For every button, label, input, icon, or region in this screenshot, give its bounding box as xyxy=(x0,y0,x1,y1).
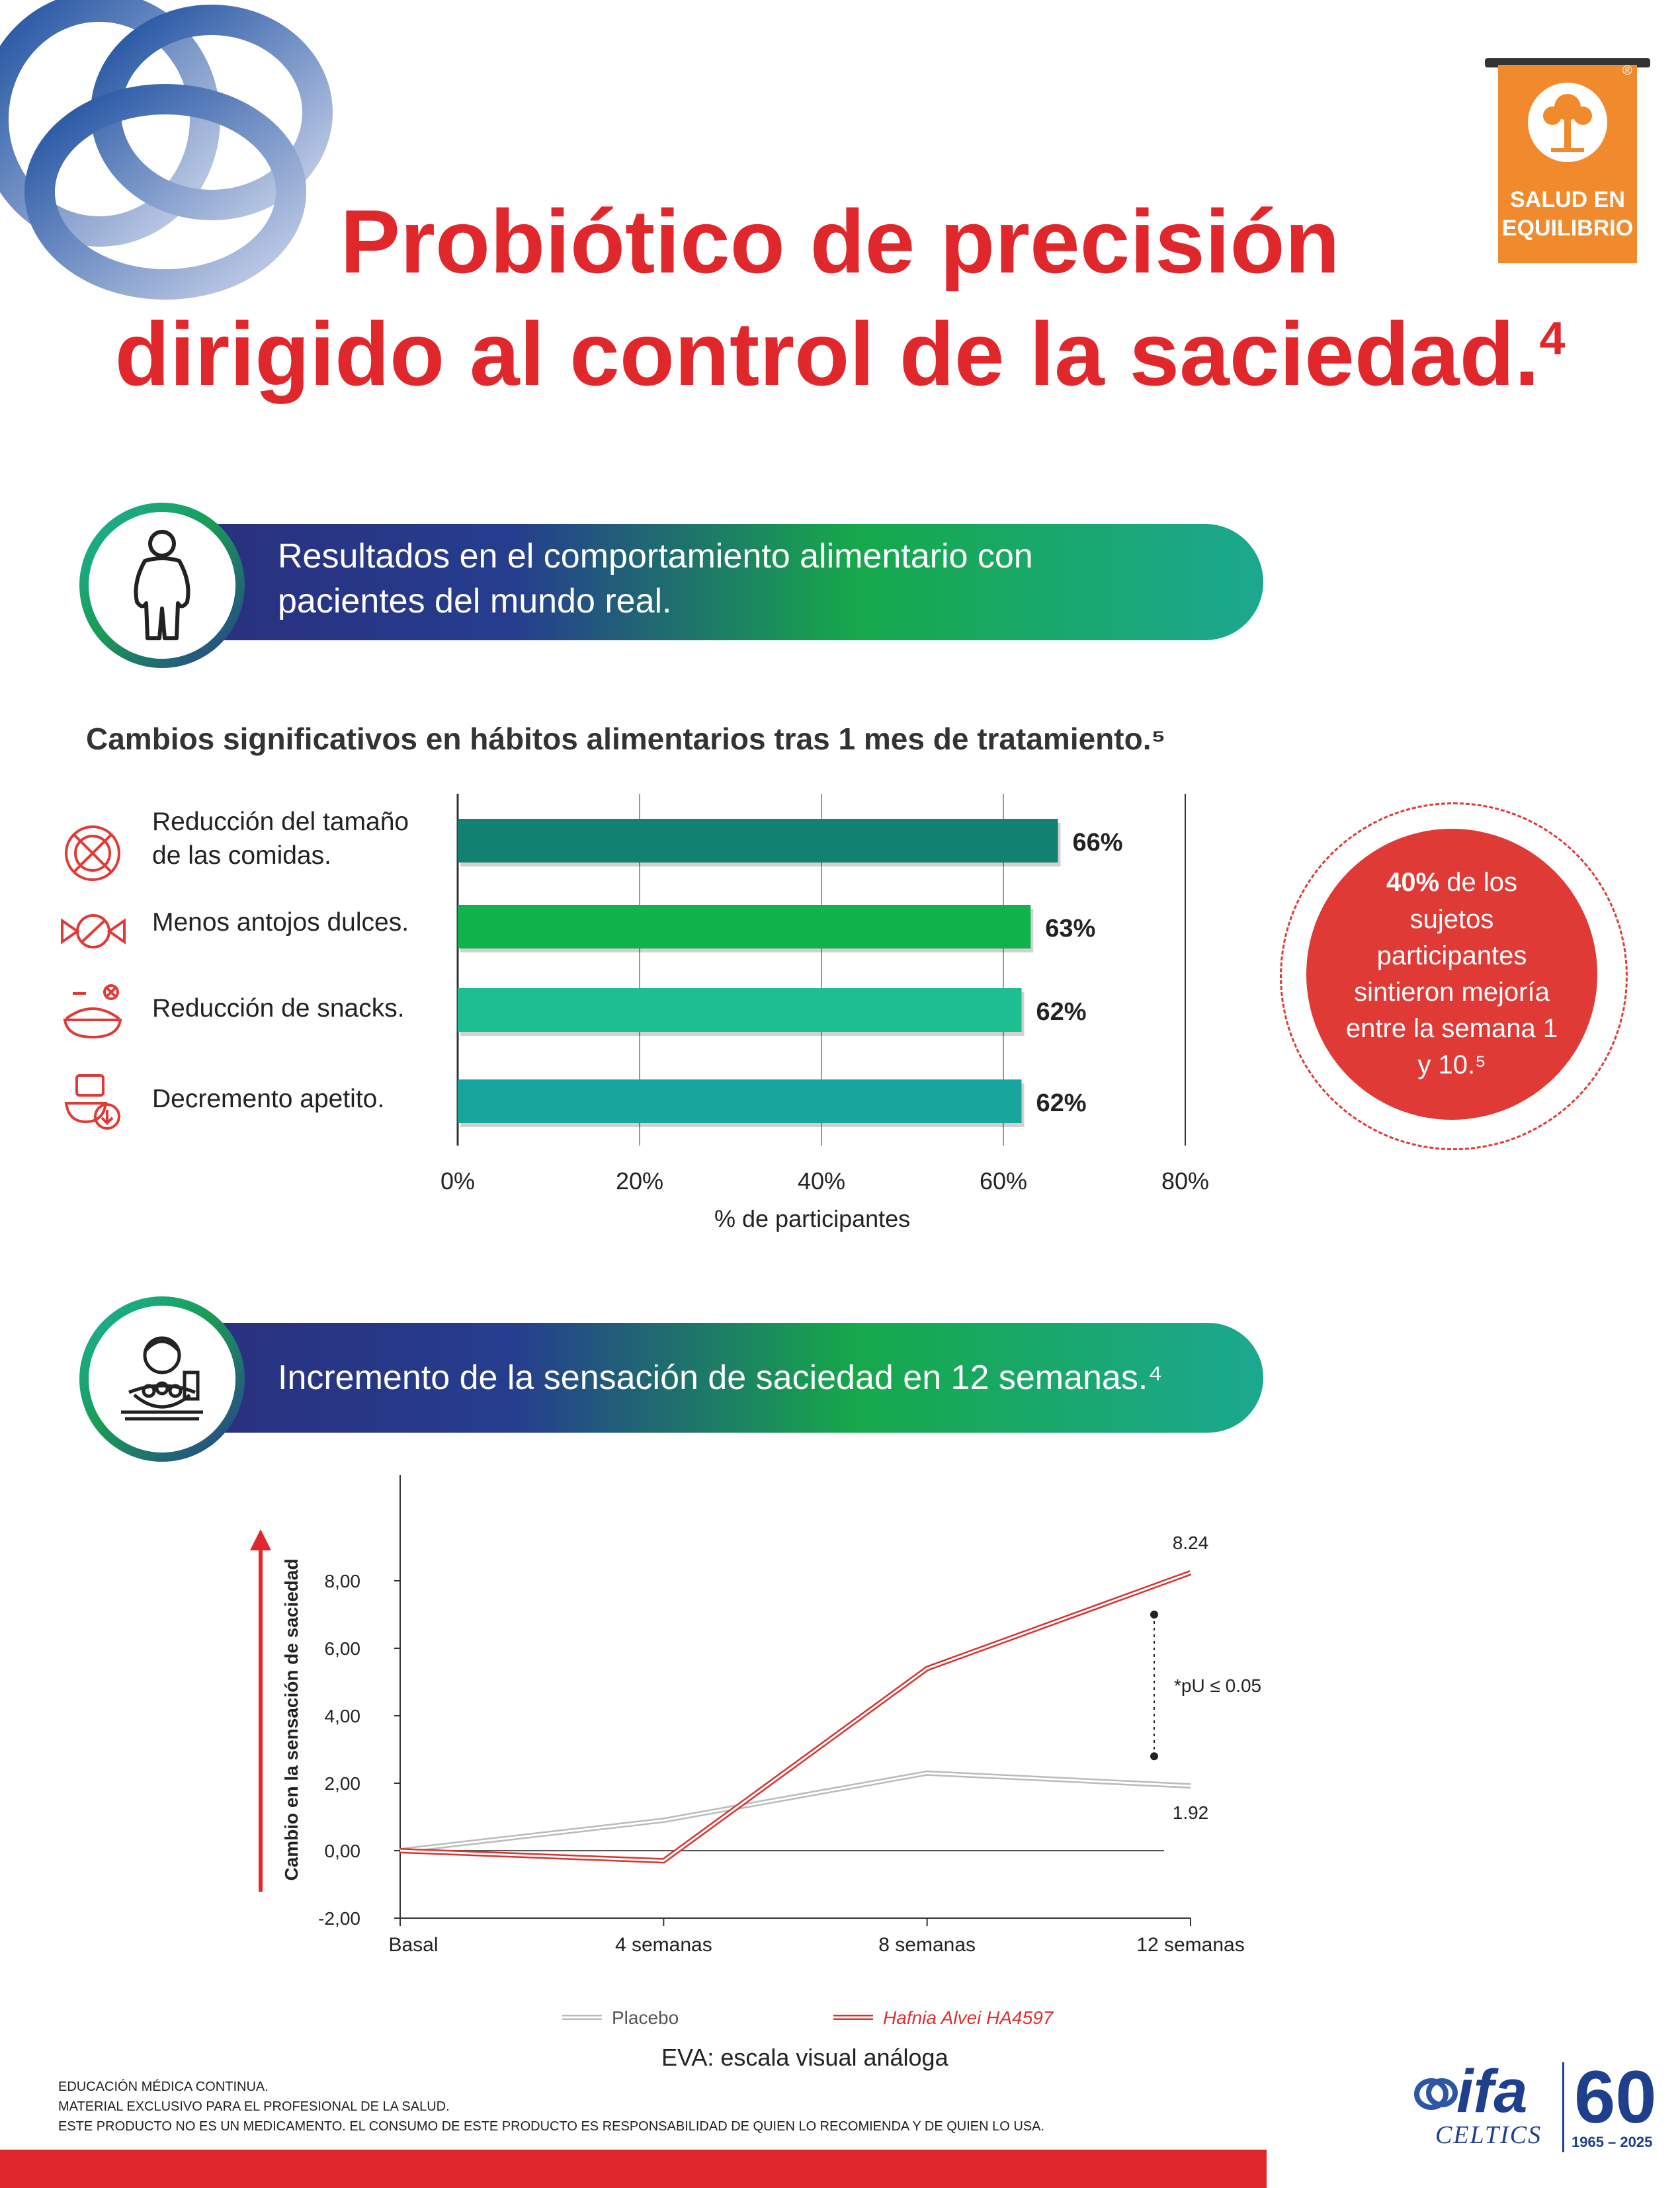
bar-category-label: Reducción del tamaño de las comidas. xyxy=(152,806,549,872)
bar xyxy=(458,905,1031,948)
line-x-tick-label: 12 semanas xyxy=(1136,1934,1244,1956)
candy-cross-icon xyxy=(61,914,126,948)
title-line1: Probiótico de precisión xyxy=(340,191,1340,292)
line-y-tick-label: 4,00 xyxy=(325,1706,361,1726)
line-chart: -2,00 0,00 2,00 4,00 6,00 8,00 Basal 4 semanas 8… xyxy=(250,1475,1261,2028)
title-line2: dirigido al control de la saciedad.4 xyxy=(0,298,1680,410)
bar-category-label-line: de las comidas. xyxy=(152,841,331,870)
callout-circle: 40% de los sujetos participantes sintier… xyxy=(1306,829,1597,1120)
bar-chart: 0% 20% 40% 60% 80% 66% 63% 62% 62% xyxy=(441,794,1209,1195)
section1-banner-line1: Resultados en el comportamiento alimenta… xyxy=(278,537,1033,575)
line-y-tick-label: -2,00 xyxy=(318,1908,360,1929)
section2-banner xyxy=(192,1323,1263,1433)
bar-x-tick-label: 80% xyxy=(1161,1167,1209,1195)
bar-x-tick-label: 60% xyxy=(980,1167,1027,1195)
bar-category-label: Decremento apetito. xyxy=(152,1085,385,1113)
bar xyxy=(458,819,1058,863)
plate-cross-icon xyxy=(65,825,120,881)
line-x-tick-label: 8 semanas xyxy=(878,1934,976,1956)
section1-banner-text: Resultados en el comportamiento alimenta… xyxy=(278,534,1033,624)
bar xyxy=(458,1079,1022,1123)
bar-x-tick-label: 0% xyxy=(441,1167,475,1195)
legend-label-hafnia: Hafnia Alvei HA4597 xyxy=(883,2007,1054,2028)
series-line-inner xyxy=(399,1772,1191,1852)
brand-badge: ® SALUD EN EQUILIBRIO xyxy=(1485,58,1650,263)
placebo-end-label: 1.92 xyxy=(1173,1802,1209,1823)
bar-chart-xlabel: % de participantes xyxy=(714,1205,911,1232)
logo-celtics: CELTICS xyxy=(1435,2121,1542,2149)
logo-60: 60 xyxy=(1574,2056,1657,2138)
bar-value-label: 62% xyxy=(1036,998,1087,1026)
hafnia-end-label: 8.24 xyxy=(1173,1533,1209,1553)
title-line2-text: dirigido al control de la saciedad. xyxy=(114,304,1540,404)
line-chart-caption: EVA: escala visual análoga xyxy=(661,2044,948,2071)
bar-x-tick-label: 20% xyxy=(616,1167,663,1195)
logo-ifa: ifa xyxy=(1456,2058,1528,2125)
footer-line1: EDUCACIÓN MÉDICA CONTINUA. xyxy=(58,2080,269,2094)
line-x-tick-label: Basal xyxy=(388,1934,438,1956)
significance-label: *pU ≤ 0.05 xyxy=(1174,1675,1261,1696)
bar-category-label-line: Reducción del tamaño xyxy=(152,808,409,836)
footer-red-bar xyxy=(0,2150,1267,2188)
snack-bowl-icon xyxy=(63,984,122,1039)
callout-bold: 40% xyxy=(1386,868,1440,898)
bar-value-label: 62% xyxy=(1036,1089,1087,1117)
ifa-celtics-logo: ifa CELTICS 60 1965 – 2025 xyxy=(1409,2056,1673,2156)
section2-badge xyxy=(79,1296,245,1462)
logo-divider xyxy=(1562,2062,1564,2152)
line-y-tick-label: 0,00 xyxy=(325,1841,361,1861)
line-y-tick-label: 2,00 xyxy=(325,1773,361,1794)
bar-x-tick-label: 40% xyxy=(798,1167,845,1195)
series-line xyxy=(399,1770,1191,1853)
callout-ring xyxy=(1280,802,1628,1150)
section1-banner xyxy=(192,524,1263,640)
line-x-tick-label: 4 semanas xyxy=(615,1934,712,1956)
line-y-tick-label: 8,00 xyxy=(325,1571,361,1591)
footer-disclaimer: EDUCACIÓN MÉDICA CONTINUA. MATERIAL EXCL… xyxy=(58,2077,1044,2136)
footer-line2: MATERIAL EXCLUSIVO PARA EL PROFESIONAL D… xyxy=(58,2099,450,2114)
footer-line3: ESTE PRODUCTO NO ES UN MEDICAMENTO. EL C… xyxy=(58,2119,1045,2134)
logo-years: 1965 – 2025 xyxy=(1572,2134,1653,2150)
bar-value-label: 63% xyxy=(1045,915,1095,943)
legend-label-placebo: Placebo xyxy=(612,2007,679,2028)
bar-category-label: Menos antojos dulces. xyxy=(152,908,409,937)
bar-chart-title: Cambios significativos en hábitos alimen… xyxy=(86,722,1166,756)
line-y-tick-label: 6,00 xyxy=(325,1638,361,1659)
brand-badge-line2: EQUILIBRIO xyxy=(1501,216,1634,241)
obese-person-icon xyxy=(134,530,190,640)
section1-badge xyxy=(79,503,245,668)
appetite-down-icon xyxy=(64,1074,120,1130)
celtic-knot-logo xyxy=(0,0,333,300)
bar xyxy=(458,988,1022,1032)
section2-banner-text: Incremento de la sensación de saciedad e… xyxy=(278,1359,1163,1397)
registered-mark: ® xyxy=(1622,63,1632,78)
callout-body: de los sujetos participantes sintieron m… xyxy=(1345,868,1558,1080)
section1-banner-line2: pacientes del mundo real. xyxy=(278,581,672,620)
brand-badge-line1: SALUD EN xyxy=(1510,187,1625,212)
page-title: Probiótico de precisión dirigido al cont… xyxy=(0,185,1680,410)
significance-marker xyxy=(1150,1752,1158,1761)
knot-mini-icon xyxy=(1414,2078,1458,2110)
tree-icon xyxy=(1528,83,1607,162)
line-y-axis-label: Cambio en la sensación de saciedad xyxy=(281,1558,302,1880)
y-arrow-head xyxy=(250,1529,271,1550)
bar-category-label: Reducción de snacks. xyxy=(152,994,405,1023)
significance-marker xyxy=(1150,1611,1158,1619)
callout-text: 40% de los sujetos participantes sintier… xyxy=(1343,864,1561,1083)
person-eating-icon xyxy=(121,1336,203,1421)
bar-chart-icons xyxy=(60,820,132,1151)
series-line-inner xyxy=(399,1572,1191,1862)
bar-value-label: 66% xyxy=(1073,829,1123,857)
title-sup: 4 xyxy=(1539,312,1566,364)
